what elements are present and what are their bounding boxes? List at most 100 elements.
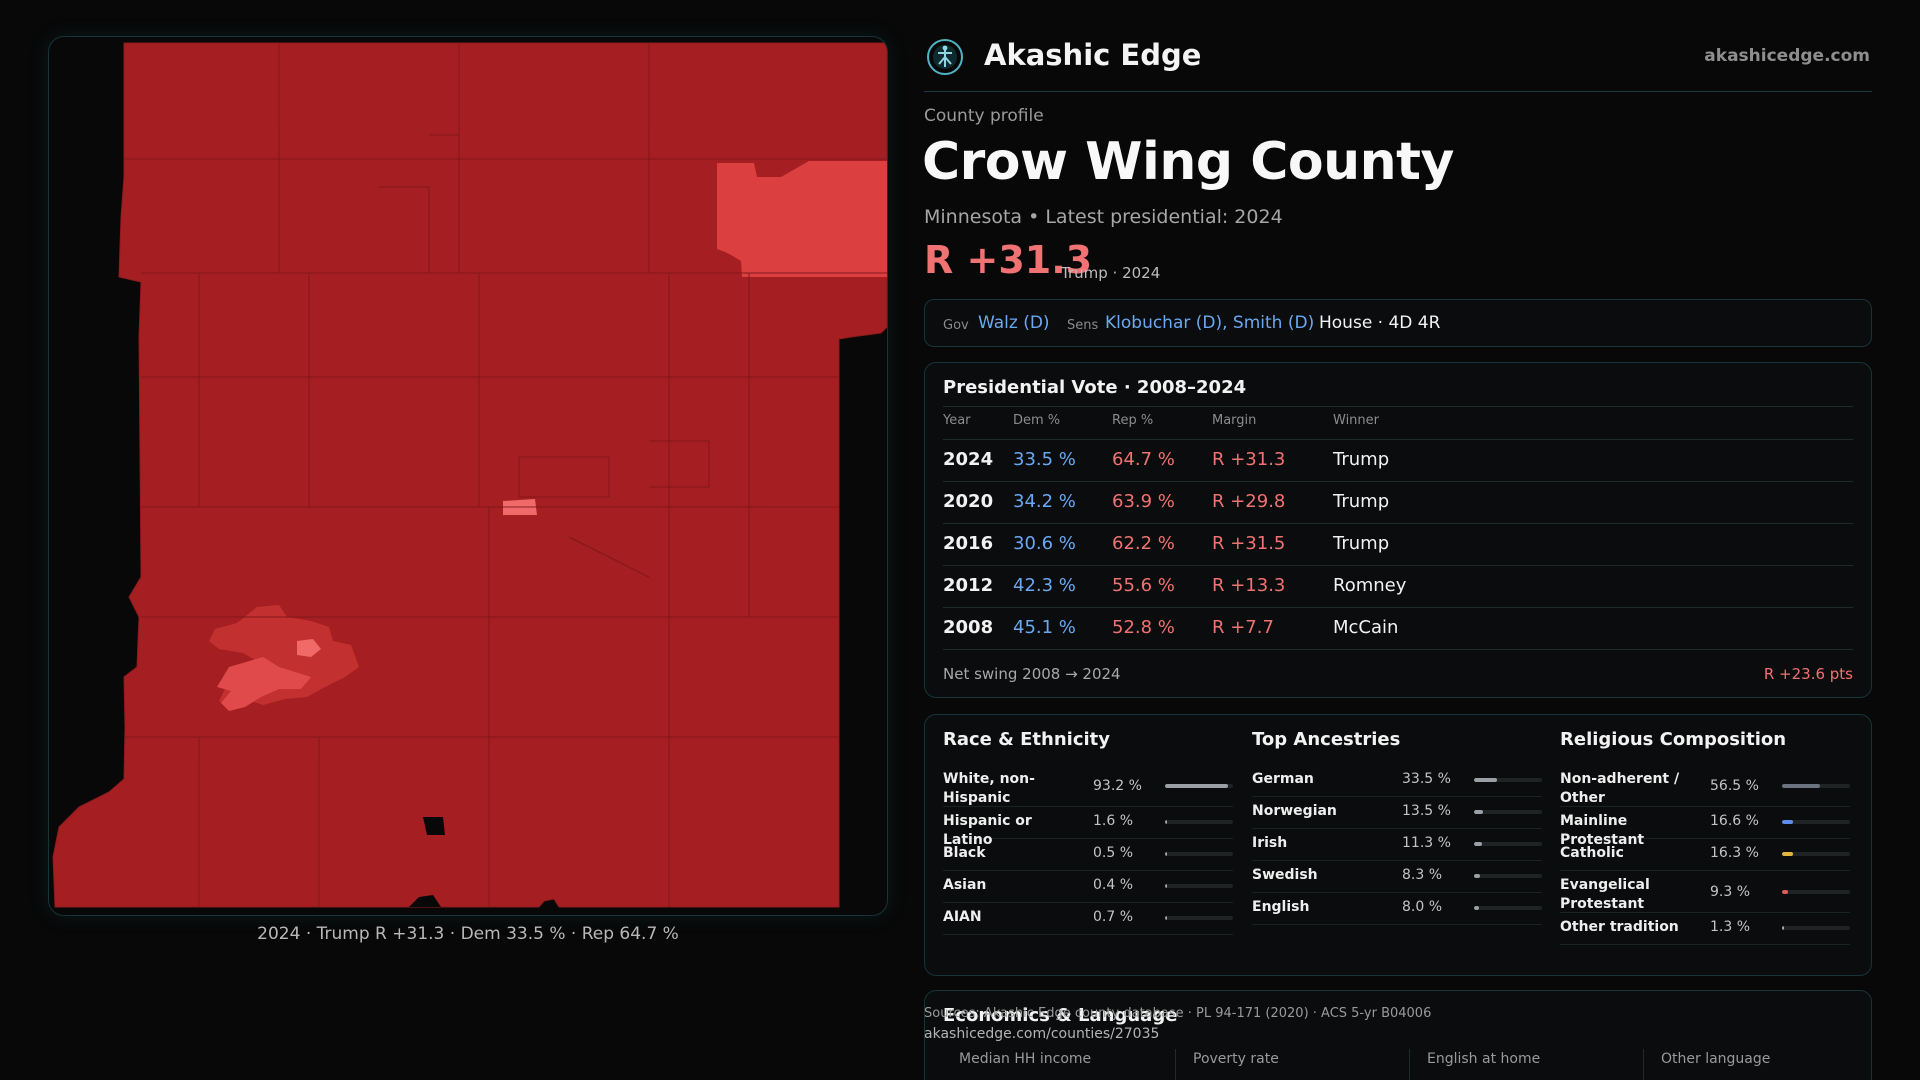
list-item: Norwegian 13.5 % xyxy=(1252,797,1542,829)
year-cell: 2020 xyxy=(943,491,994,512)
margin-cell: R +31.3 xyxy=(1212,449,1286,470)
table-row: 2024 33.5 % 64.7 % R +31.3 Trump xyxy=(925,439,1871,481)
map-base-region[interactable] xyxy=(52,42,887,908)
table-row: 2016 30.6 % 62.2 % R +31.5 Trump xyxy=(925,523,1871,565)
percent-bar xyxy=(1782,784,1850,788)
item-percent: 0.5 % xyxy=(1093,845,1134,861)
item-percent: 16.3 % xyxy=(1710,845,1759,861)
item-name: Swedish xyxy=(1252,867,1318,883)
margin-cell: R +13.3 xyxy=(1212,575,1286,596)
rep-cell: 55.6 % xyxy=(1112,575,1175,596)
county-map[interactable] xyxy=(48,36,888,916)
net-swing-label: Net swing 2008 → 2024 xyxy=(943,665,1121,683)
akashic-logo-icon[interactable] xyxy=(926,38,964,76)
map-lake-hole xyxy=(423,817,445,835)
list-item: Mainline Protestant 16.6 % xyxy=(1560,807,1850,848)
item-name: English xyxy=(1252,899,1310,915)
percent-bar xyxy=(1782,820,1850,824)
table-row: 2008 45.1 % 52.8 % R +7.7 McCain xyxy=(925,607,1871,649)
item-percent: 9.3 % xyxy=(1710,884,1751,900)
percent-bar-fill xyxy=(1782,926,1784,930)
source-note: Sources: Akashic Edge county database · … xyxy=(924,1006,1432,1021)
map-city-center[interactable] xyxy=(297,639,321,657)
item-percent: 0.7 % xyxy=(1093,909,1134,925)
economics-title: Economics & Language xyxy=(943,1005,1178,1026)
economics-card: Economics & Language Median HH income Po… xyxy=(924,990,1872,1080)
rep-cell: 63.9 % xyxy=(1112,491,1175,512)
item-name: AIAN xyxy=(943,909,982,925)
senators-link[interactable]: Klobuchar (D), Smith (D) xyxy=(1105,313,1315,333)
dem-cell: 42.3 % xyxy=(1013,575,1076,596)
year-cell: 2012 xyxy=(943,575,994,596)
percent-bar xyxy=(1474,874,1542,878)
english-home-label: English at home xyxy=(1427,1051,1541,1067)
list-item: White, non-Hispanic 93.2 % xyxy=(943,765,1233,807)
presidential-title: Presidential Vote · 2008–2024 xyxy=(943,377,1247,398)
percent-bar xyxy=(1165,884,1233,888)
item-percent: 56.5 % xyxy=(1710,778,1759,794)
county-shape xyxy=(52,42,887,908)
percent-bar-fill xyxy=(1782,784,1821,788)
percent-bar-fill xyxy=(1474,906,1480,910)
item-name: Evangelical Protestant xyxy=(1560,877,1650,912)
percent-bar xyxy=(1165,820,1233,824)
item-name: Non-adherent / Other xyxy=(1560,771,1680,806)
ancestry-title: Top Ancestries xyxy=(1252,729,1401,750)
median-income-label: Median HH income xyxy=(959,1051,1092,1067)
item-name: German xyxy=(1252,771,1314,787)
percent-bar-fill xyxy=(1474,874,1480,878)
winner-cell: Romney xyxy=(1333,575,1407,596)
list-item: Black 0.5 % xyxy=(943,839,1233,871)
county-url-link[interactable]: akashicedge.com/counties/27035 xyxy=(924,1026,1160,1042)
list-item: Catholic 16.3 % xyxy=(1560,839,1850,871)
item-name: Other tradition xyxy=(1560,919,1679,935)
percent-bar-fill xyxy=(1782,890,1789,894)
religion-section: Religious Composition Non-adherent / Oth… xyxy=(1560,715,1850,975)
col-margin: Margin xyxy=(1212,413,1257,428)
list-item: Irish 11.3 % xyxy=(1252,829,1542,861)
year-cell: 2016 xyxy=(943,533,994,554)
item-name: Irish xyxy=(1252,835,1288,851)
item-name: Asian xyxy=(943,877,987,893)
race-title: Race & Ethnicity xyxy=(943,729,1110,750)
profile-eyebrow: County profile xyxy=(924,106,1044,126)
list-item: AIAN 0.7 % xyxy=(943,903,1233,935)
item-name: Catholic xyxy=(1560,845,1624,861)
ancestry-section: Top Ancestries German 33.5 % Norwegian 13.5… xyxy=(1252,715,1542,975)
rep-cell: 52.8 % xyxy=(1112,617,1175,638)
percent-bar-fill xyxy=(1782,852,1794,856)
percent-bar xyxy=(1165,852,1233,856)
demographics-card: Race & Ethnicity White, non-Hispanic 93.2… xyxy=(924,714,1872,976)
religion-title: Religious Composition xyxy=(1560,729,1787,750)
latest-margin: R +31.3 xyxy=(924,238,1093,282)
percent-bar-fill xyxy=(1782,820,1794,824)
precinct-map-svg[interactable] xyxy=(49,37,888,916)
other-language-label: Other language xyxy=(1661,1051,1771,1067)
percent-bar xyxy=(1474,778,1542,782)
map-lake-region[interactable] xyxy=(217,657,311,711)
winner-cell: Trump xyxy=(1333,533,1390,554)
year-cell: 2008 xyxy=(943,617,994,638)
map-caption: 2024 · Trump R +31.3 · Dem 33.5 % · Rep … xyxy=(257,924,679,944)
percent-bar xyxy=(1782,926,1850,930)
map-river-notch xyxy=(409,895,441,907)
governor-link[interactable]: Walz (D) xyxy=(978,313,1050,333)
margin-cell: R +29.8 xyxy=(1212,491,1286,512)
table-row: 2020 34.2 % 63.9 % R +29.8 Trump xyxy=(925,481,1871,523)
house-delegation: House · 4D 4R xyxy=(1319,313,1441,333)
margin-cell: R +31.5 xyxy=(1212,533,1286,554)
brand-name[interactable]: Akashic Edge xyxy=(984,38,1202,72)
item-percent: 8.0 % xyxy=(1402,899,1443,915)
poverty-rate-label: Poverty rate xyxy=(1193,1051,1279,1067)
col-rep: Rep % xyxy=(1112,413,1154,428)
gov-label: Gov xyxy=(943,318,969,333)
percent-bar-fill xyxy=(1474,842,1482,846)
percent-bar-fill xyxy=(1165,820,1167,824)
margin-cell: R +7.7 xyxy=(1212,617,1274,638)
percent-bar xyxy=(1474,810,1542,814)
rep-cell: 62.2 % xyxy=(1112,533,1175,554)
dem-cell: 45.1 % xyxy=(1013,617,1076,638)
map-northeast-region[interactable] xyxy=(717,161,887,277)
site-url-link[interactable]: akashicedge.com xyxy=(1704,46,1870,66)
item-percent: 1.6 % xyxy=(1093,813,1134,829)
